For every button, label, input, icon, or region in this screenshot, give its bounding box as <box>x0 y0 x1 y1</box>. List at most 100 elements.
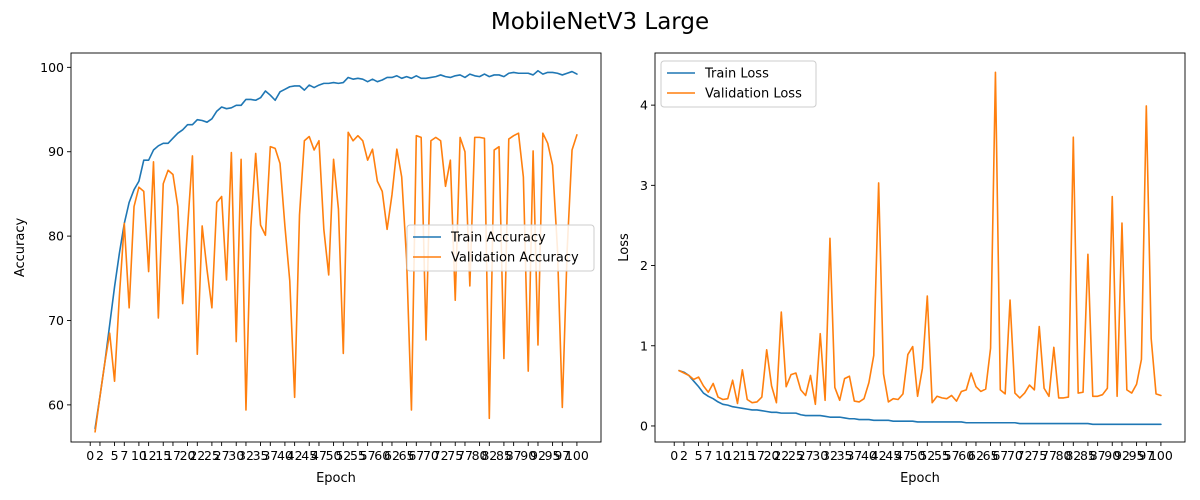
loss-x-tick-label: 40 <box>861 448 877 463</box>
loss-x-tick-label: 2 <box>680 448 688 463</box>
loss-series-line-1 <box>678 71 1162 406</box>
accuracy-x-tick-label: 52 <box>335 448 351 463</box>
accuracy-x-tick-label: 72 <box>433 448 449 463</box>
loss-x-tick-label: 12 <box>725 448 741 463</box>
accuracy-y-tick-label: 60 <box>48 397 64 412</box>
loss-x-tick-label: 82 <box>1065 448 1081 463</box>
loss-legend: Train Loss Validation Loss <box>660 60 817 108</box>
accuracy-x-tick-label: 87 <box>506 448 522 463</box>
accuracy-x-tick-label: 100 <box>565 448 589 463</box>
accuracy-x-tick-label: 75 <box>447 448 463 463</box>
accuracy-x-tick-label: 60 <box>374 448 390 463</box>
loss-x-tick-label: 62 <box>968 448 984 463</box>
accuracy-x-tick-label: 70 <box>423 448 439 463</box>
accuracy-x-tick-label: 5 <box>111 448 119 463</box>
accuracy-x-tick-label: 65 <box>399 448 415 463</box>
loss-legend-label-0: Train Loss <box>704 67 769 82</box>
accuracy-x-tick-label: 92 <box>530 448 546 463</box>
accuracy-y-tick-label: 100 <box>40 60 64 75</box>
loss-x-tick-label: 70 <box>1007 448 1023 463</box>
accuracy-x-tick-label: 77 <box>457 448 473 463</box>
accuracy-x-tick-label: 30 <box>228 448 244 463</box>
accuracy-x-tick-label: 20 <box>180 448 196 463</box>
accuracy-x-tick-label: 47 <box>311 448 327 463</box>
accuracy-x-tick-label: 97 <box>554 448 570 463</box>
accuracy-x-tick-label: 50 <box>326 448 342 463</box>
loss-y-tick-label: 0 <box>640 418 648 433</box>
loss-x-tick-label: 55 <box>934 448 950 463</box>
loss-plot: 0 2 5 7 101215172022252730323537404245475052… <box>617 52 1186 486</box>
loss-x-tick-label: 65 <box>983 448 999 463</box>
loss-x-tick-label: 37 <box>846 448 862 463</box>
loss-y-axis-label: Loss <box>617 233 632 262</box>
accuracy-axes-frame <box>70 52 602 443</box>
accuracy-y-tick-label: 70 <box>48 313 64 328</box>
loss-x-tick-label: 30 <box>812 448 828 463</box>
accuracy-x-tick-label: 82 <box>481 448 497 463</box>
accuracy-x-tick-label: 27 <box>214 448 230 463</box>
accuracy-x-tick-label: 37 <box>262 448 278 463</box>
loss-x-tick-label: 95 <box>1129 448 1145 463</box>
accuracy-x-tick-label: 62 <box>384 448 400 463</box>
loss-x-tick-label: 42 <box>871 448 887 463</box>
loss-series-line-0 <box>678 369 1162 426</box>
loss-y-tick-label: 1 <box>640 338 648 353</box>
loss-x-tick-label: 50 <box>910 448 926 463</box>
loss-x-tick-label: 90 <box>1104 448 1120 463</box>
accuracy-x-tick-label: 7 <box>120 448 128 463</box>
loss-x-tick-label: 80 <box>1056 448 1072 463</box>
loss-x-tick-label: 57 <box>944 448 960 463</box>
accuracy-x-tick-label: 35 <box>253 448 269 463</box>
loss-x-tick-label: 72 <box>1017 448 1033 463</box>
accuracy-x-tick-label: 32 <box>238 448 254 463</box>
loss-legend-box <box>660 60 817 108</box>
loss-x-tick-label: 97 <box>1138 448 1154 463</box>
loss-x-axis-label: Epoch <box>900 471 940 486</box>
loss-axes-frame <box>654 52 1186 443</box>
loss-x-tick-label: 7 <box>704 448 712 463</box>
loss-x-tick-label: 32 <box>822 448 838 463</box>
loss-x-tick-label: 77 <box>1041 448 1057 463</box>
loss-legend-label-1: Validation Loss <box>705 87 802 102</box>
loss-x-tick-label: 60 <box>958 448 974 463</box>
loss-x-tick-label: 67 <box>992 448 1008 463</box>
accuracy-x-tick-label: 67 <box>408 448 424 463</box>
figure-title: MobileNetV3 Large <box>491 9 709 35</box>
accuracy-x-tick-label: 45 <box>301 448 317 463</box>
loss-y-tick-label: 3 <box>640 178 648 193</box>
accuracy-x-tick-label: 15 <box>155 448 171 463</box>
loss-x-tick-label: 15 <box>739 448 755 463</box>
loss-x-tick-label: 10 <box>715 448 731 463</box>
accuracy-x-tick-label: 2 <box>96 448 104 463</box>
loss-y-tick-label: 4 <box>640 98 648 113</box>
accuracy-legend-box <box>406 224 595 272</box>
accuracy-x-tick-label: 10 <box>131 448 147 463</box>
accuracy-y-tick-label: 80 <box>48 229 64 244</box>
loss-x-tick-label: 0 <box>670 448 678 463</box>
accuracy-x-tick-label: 25 <box>204 448 220 463</box>
accuracy-x-tick-label: 95 <box>545 448 561 463</box>
accuracy-x-tick-label: 0 <box>86 448 94 463</box>
accuracy-legend: Train Accuracy Validation Accuracy <box>406 224 595 272</box>
accuracy-x-tick-label: 90 <box>520 448 536 463</box>
loss-x-tick-label: 27 <box>798 448 814 463</box>
accuracy-series-line-0 <box>94 69 578 430</box>
accuracy-x-tick-label: 42 <box>287 448 303 463</box>
accuracy-x-tick-label: 57 <box>360 448 376 463</box>
accuracy-y-tick-label: 90 <box>48 144 64 159</box>
loss-x-tick-label: 35 <box>837 448 853 463</box>
accuracy-x-tick-label: 85 <box>496 448 512 463</box>
loss-x-tick-label: 100 <box>1149 448 1173 463</box>
accuracy-plot: 0 2 5 7 101215172022252730323537404245475052… <box>13 52 602 486</box>
accuracy-legend-label-1: Validation Accuracy <box>451 251 579 266</box>
accuracy-x-axis-label: Epoch <box>316 471 356 486</box>
loss-x-tick-label: 47 <box>895 448 911 463</box>
loss-x-tick-label: 17 <box>749 448 765 463</box>
loss-x-tick-label: 45 <box>885 448 901 463</box>
loss-x-tick-label: 25 <box>788 448 804 463</box>
loss-x-tick-label: 87 <box>1090 448 1106 463</box>
accuracy-x-tick-label: 40 <box>277 448 293 463</box>
loss-x-tick-label: 75 <box>1031 448 1047 463</box>
loss-x-tick-label: 85 <box>1080 448 1096 463</box>
